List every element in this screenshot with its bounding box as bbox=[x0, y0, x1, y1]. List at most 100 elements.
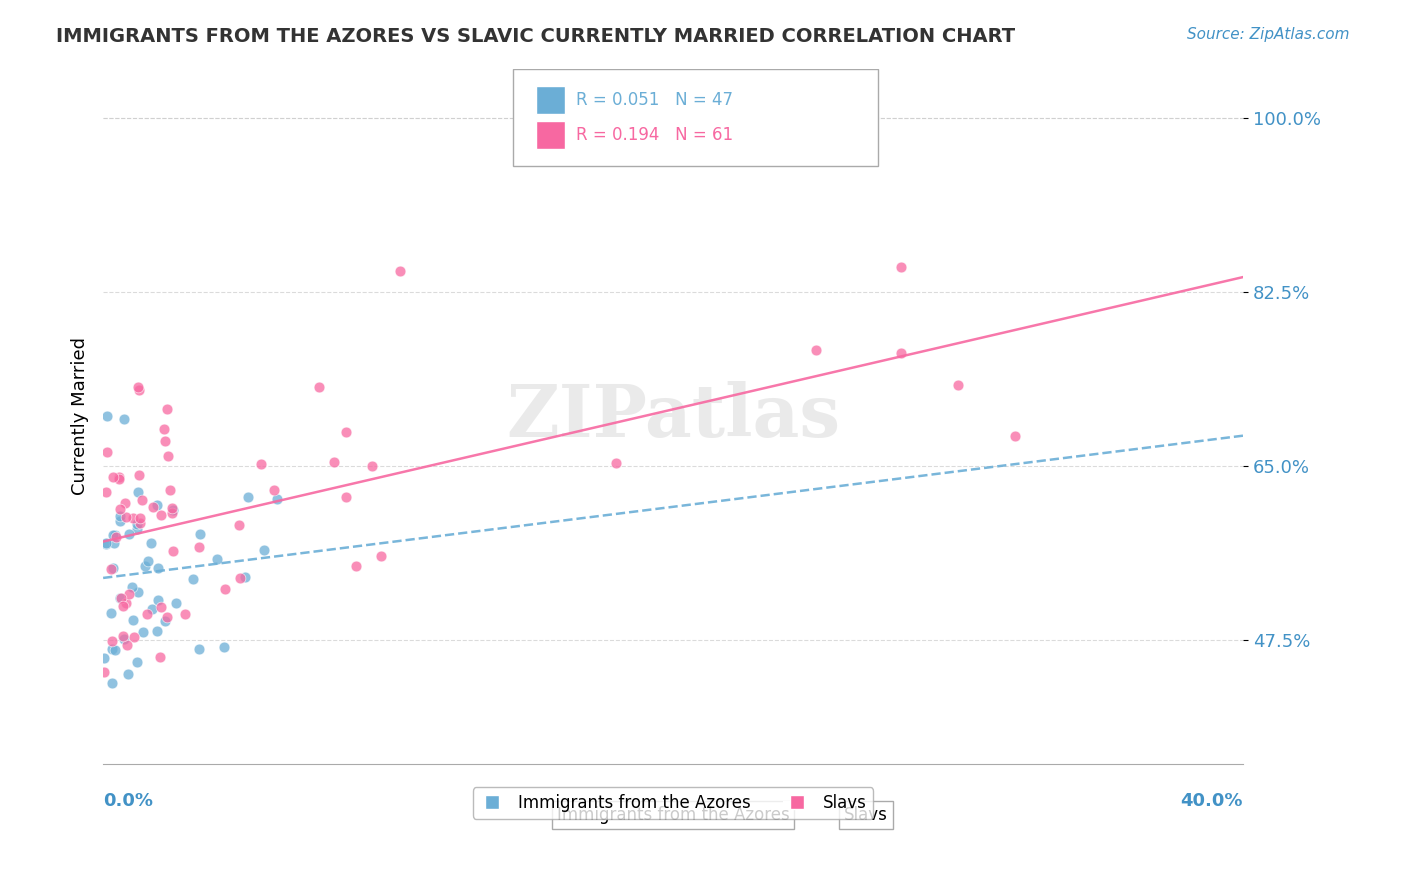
Point bbox=[165, 596, 187, 610]
Point bbox=[156, 402, 179, 417]
Point bbox=[108, 508, 131, 523]
Point bbox=[127, 585, 149, 599]
Point bbox=[115, 638, 138, 652]
Point bbox=[323, 455, 346, 469]
Bar bbox=[536, 86, 565, 114]
Point bbox=[128, 516, 150, 530]
Point bbox=[128, 383, 150, 397]
Point bbox=[134, 559, 156, 574]
Point bbox=[155, 434, 177, 448]
Text: Slavs: Slavs bbox=[844, 806, 889, 824]
Point bbox=[250, 458, 273, 472]
Point bbox=[100, 634, 122, 648]
Point bbox=[233, 570, 256, 584]
Point bbox=[112, 632, 135, 646]
Point bbox=[103, 470, 125, 484]
Point bbox=[266, 491, 288, 506]
Point bbox=[370, 549, 392, 563]
Point bbox=[360, 458, 382, 473]
Point bbox=[105, 530, 128, 544]
Point bbox=[605, 456, 627, 470]
Point bbox=[93, 665, 115, 680]
Point bbox=[212, 640, 235, 654]
FancyBboxPatch shape bbox=[513, 69, 879, 166]
Point bbox=[101, 561, 124, 575]
Point bbox=[389, 264, 412, 278]
Point bbox=[94, 485, 117, 500]
Point bbox=[103, 527, 125, 541]
Point bbox=[308, 380, 330, 394]
Point bbox=[141, 602, 163, 616]
Point bbox=[228, 517, 250, 532]
Point bbox=[187, 541, 209, 555]
Point bbox=[150, 508, 173, 523]
Point bbox=[108, 501, 131, 516]
Point bbox=[188, 642, 211, 657]
Point bbox=[125, 516, 148, 531]
Point bbox=[146, 624, 169, 638]
Point bbox=[149, 599, 172, 614]
Point bbox=[135, 607, 157, 621]
Point bbox=[162, 543, 184, 558]
Point bbox=[108, 473, 131, 487]
Text: ZIPatlas: ZIPatlas bbox=[506, 381, 841, 452]
Point bbox=[115, 509, 138, 524]
Point bbox=[156, 449, 179, 463]
Point bbox=[1004, 429, 1026, 443]
Point bbox=[188, 527, 211, 541]
Point bbox=[127, 522, 149, 536]
Point bbox=[162, 502, 184, 516]
Point bbox=[162, 506, 184, 520]
Point bbox=[142, 500, 165, 515]
Point bbox=[121, 511, 143, 525]
Point bbox=[159, 483, 181, 498]
Point bbox=[205, 551, 228, 566]
Point bbox=[96, 445, 118, 459]
Point bbox=[117, 667, 139, 681]
Point bbox=[104, 527, 127, 541]
Point bbox=[146, 592, 169, 607]
Point bbox=[94, 535, 117, 549]
Point bbox=[129, 510, 152, 524]
Point bbox=[114, 412, 136, 426]
Legend: Immigrants from the Azores, Slavs: Immigrants from the Azores, Slavs bbox=[472, 788, 873, 819]
Point bbox=[118, 527, 141, 541]
Point bbox=[96, 409, 118, 424]
Point bbox=[153, 422, 176, 436]
Text: IMMIGRANTS FROM THE AZORES VS SLAVIC CURRENTLY MARRIED CORRELATION CHART: IMMIGRANTS FROM THE AZORES VS SLAVIC CUR… bbox=[56, 27, 1015, 45]
Point bbox=[804, 343, 827, 358]
Point bbox=[131, 492, 153, 507]
Point bbox=[153, 614, 176, 628]
Point bbox=[149, 649, 172, 664]
Point bbox=[127, 380, 149, 394]
Point bbox=[136, 554, 159, 568]
Point bbox=[890, 260, 912, 275]
Point bbox=[890, 346, 912, 360]
Point bbox=[108, 470, 131, 484]
Point bbox=[127, 655, 149, 669]
Point bbox=[96, 537, 118, 551]
Point bbox=[110, 591, 132, 605]
Text: Source: ZipAtlas.com: Source: ZipAtlas.com bbox=[1187, 27, 1350, 42]
Point bbox=[114, 596, 136, 610]
Point bbox=[132, 625, 155, 640]
Text: R = 0.051   N = 47: R = 0.051 N = 47 bbox=[576, 91, 733, 109]
Point bbox=[146, 498, 169, 512]
Point bbox=[122, 630, 145, 644]
Point bbox=[236, 491, 259, 505]
Text: R = 0.194   N = 61: R = 0.194 N = 61 bbox=[576, 126, 734, 144]
Text: 40.0%: 40.0% bbox=[1181, 792, 1243, 810]
Point bbox=[112, 628, 135, 642]
Point bbox=[263, 483, 285, 497]
Point bbox=[174, 607, 197, 621]
Point bbox=[335, 425, 357, 439]
Text: Immigrants from the Azores: Immigrants from the Azores bbox=[557, 806, 789, 824]
Point bbox=[122, 613, 145, 627]
Point bbox=[128, 468, 150, 483]
Point bbox=[93, 651, 115, 665]
Point bbox=[114, 496, 136, 510]
Point bbox=[139, 536, 162, 550]
Y-axis label: Currently Married: Currently Married bbox=[72, 337, 89, 495]
Point bbox=[253, 543, 276, 558]
Point bbox=[118, 587, 141, 601]
